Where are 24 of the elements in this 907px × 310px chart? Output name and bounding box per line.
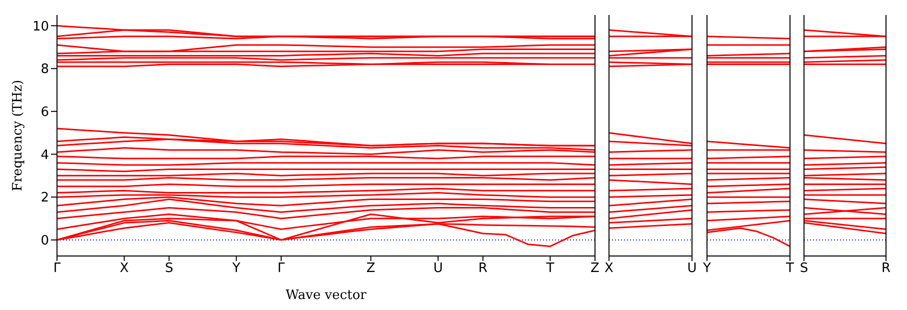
x-tick-label: S <box>164 261 174 276</box>
x-axis-title: Wave vector <box>286 288 368 303</box>
x-tick-label: R <box>478 261 488 276</box>
x-tick-label: Γ <box>278 261 286 276</box>
y-axis-title: Frequency (THz) <box>10 80 26 192</box>
x-tick-label: Z <box>366 261 376 276</box>
x-tick-label: X <box>604 261 614 276</box>
x-tick-label: T <box>785 261 794 276</box>
y-tick-label: 10 <box>32 19 49 34</box>
x-tick-label: Y <box>231 261 240 276</box>
x-tick-label: X <box>120 261 129 276</box>
x-tick-label: S <box>800 261 808 276</box>
y-tick-label: 0 <box>40 234 49 249</box>
x-tick-label: Y <box>702 261 712 276</box>
x-tick-label: U <box>687 261 697 276</box>
y-tick-label: 2 <box>40 190 49 206</box>
x-tick-label: U <box>433 261 443 276</box>
x-tick-label: Γ <box>53 261 62 276</box>
y-tick-label: 6 <box>40 105 49 120</box>
y-tick-label: 8 <box>40 62 49 78</box>
y-tick-label: 4 <box>40 148 49 163</box>
x-tick-label: Z <box>590 261 600 276</box>
x-tick-label: R <box>881 261 891 276</box>
x-tick-label: T <box>545 261 554 276</box>
